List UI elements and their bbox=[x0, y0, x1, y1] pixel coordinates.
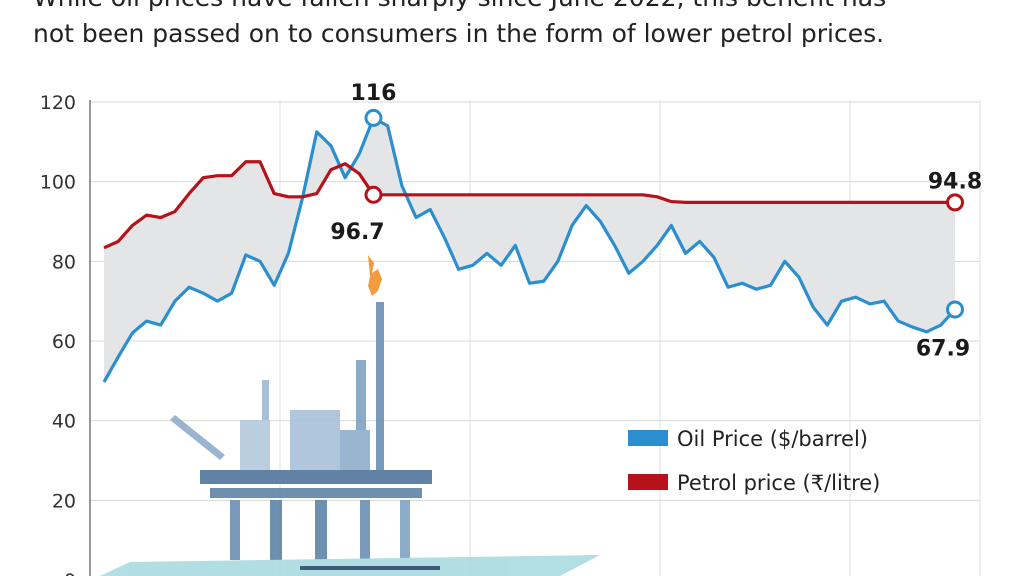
y-tick-label: 120 bbox=[40, 92, 76, 114]
series-line bbox=[102, 116, 957, 383]
legend-swatch bbox=[628, 474, 668, 490]
highlight-point bbox=[946, 193, 964, 212]
y-tick-label: 40 bbox=[52, 411, 76, 433]
plot: 116 96.7 94.8 67.9 bbox=[102, 81, 982, 383]
y-tick-label: 80 bbox=[52, 251, 76, 273]
data-label: 67.9 bbox=[916, 337, 970, 362]
subtitle-line: While oil prices have fallen sharply sin… bbox=[33, 0, 886, 12]
data-label: 116 bbox=[351, 81, 397, 106]
highlight-point bbox=[946, 300, 964, 319]
y-tick-label: 0 bbox=[64, 570, 76, 576]
gap-area bbox=[104, 117, 955, 383]
highlight-point bbox=[364, 185, 383, 204]
y-tick-label: 20 bbox=[52, 490, 76, 512]
series-line bbox=[103, 160, 955, 250]
rig-illustration bbox=[100, 255, 600, 576]
subtitle-line: not been passed on to consumers in the f… bbox=[33, 19, 884, 48]
data-label: 96.7 bbox=[330, 220, 384, 245]
grid: 0 20 40 60 80 100 120 bbox=[40, 92, 980, 576]
y-tick-label: 60 bbox=[52, 331, 76, 353]
legend-label: Oil Price ($/barrel) bbox=[677, 427, 868, 451]
data-label: 94.8 bbox=[928, 169, 982, 194]
y-tick-label: 100 bbox=[40, 172, 76, 194]
legend-swatch bbox=[628, 430, 668, 446]
legend: Oil Price ($/barrel) Petrol price (₹/litr… bbox=[628, 427, 880, 495]
highlight-point bbox=[364, 108, 383, 127]
legend-label: Petrol price (₹/litre) bbox=[677, 471, 880, 495]
